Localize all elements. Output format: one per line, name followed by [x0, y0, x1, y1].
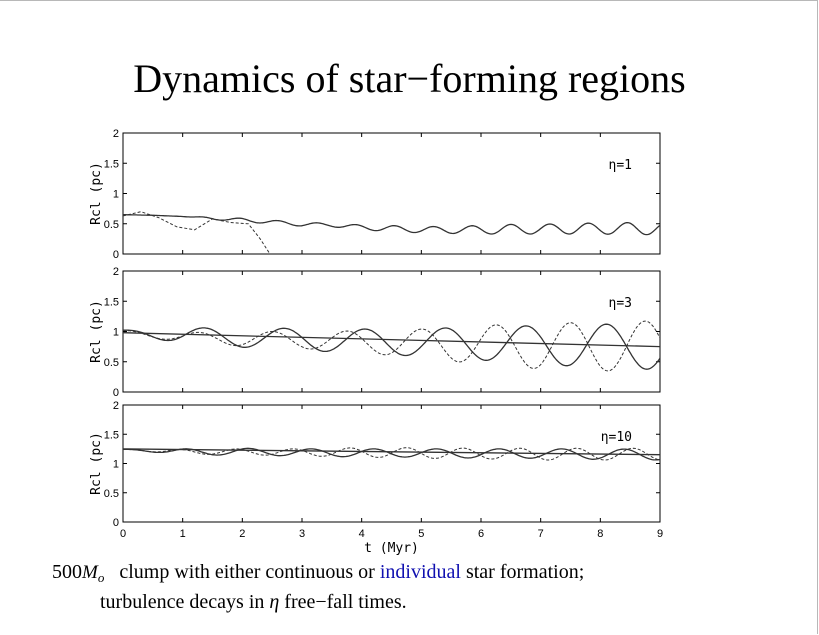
- caption-line-1: 500Mo clump with either continuous or in…: [52, 561, 584, 586]
- series-line-solid-1: [123, 332, 660, 348]
- panel-label: η=3: [609, 296, 632, 311]
- panel-label: η=10: [601, 430, 632, 445]
- x-tick-label: 7: [538, 528, 544, 540]
- mass-value: 500: [52, 561, 82, 583]
- caption-text-a: clump with either continuous or: [119, 561, 375, 583]
- y-tick-label: 0: [113, 517, 119, 529]
- slide-title: Dynamics of star−forming regions: [133, 56, 686, 101]
- y-tick-label: 2: [113, 128, 119, 140]
- x-tick-label: 6: [478, 528, 484, 540]
- y-tick-label: 0.5: [104, 219, 119, 231]
- y-tick-label: 1: [113, 189, 119, 201]
- x-tick-label: 5: [418, 528, 424, 540]
- series-line-dashed-2: [123, 211, 270, 254]
- x-tick-label: 2: [239, 528, 245, 540]
- y-tick-label: 1: [113, 327, 119, 339]
- y-tick-label: 1.5: [104, 158, 119, 170]
- series-line-dashed-3: [123, 320, 660, 372]
- y-tick-label: 0: [113, 249, 119, 261]
- caption-line-2: turbulence decays in η free−fall times.: [100, 591, 407, 614]
- y-tick-label: 1.5: [104, 429, 119, 441]
- panel-label: η=1: [609, 158, 632, 173]
- y-axis-label: Rcl (pc): [89, 162, 104, 225]
- panel-frame: [122, 404, 661, 523]
- x-tick-label: 4: [359, 528, 365, 540]
- mass-subscript: o: [97, 570, 105, 585]
- caption-text-c: turbulence decays in: [100, 591, 265, 613]
- eta-symbol: η: [269, 591, 280, 613]
- y-axis-label: Rcl (pc): [89, 432, 104, 495]
- y-tick-label: 2: [113, 400, 119, 412]
- y-tick-label: 0.5: [104, 488, 119, 500]
- panel-3: 0 0.5 1 1.5 2 0 1 2 3 4 5 6 7 8 9 Rcl (pc) t (Myr) η=10: [89, 400, 663, 556]
- x-tick-label: 1: [180, 528, 186, 540]
- x-tick-label: 0: [120, 528, 126, 540]
- series-line-solid-2: [123, 323, 660, 370]
- y-tick-label: 2: [113, 266, 119, 278]
- y-tick-label: 0.5: [104, 357, 119, 369]
- caption-text-d: free−fall times.: [284, 591, 407, 613]
- y-tick-label: 1.5: [104, 296, 119, 308]
- panel-frame: [122, 132, 661, 255]
- panel-2: 0 0.5 1 1.5 2 Rcl (pc) η=3: [89, 266, 661, 399]
- mass-symbol: M: [82, 562, 98, 583]
- y-axis-label: Rcl (pc): [89, 300, 104, 363]
- x-tick-label: 8: [597, 528, 603, 540]
- y-tick-label: 0: [113, 387, 119, 399]
- x-axis-label: t (Myr): [364, 541, 419, 556]
- caption-text-b: star formation;: [465, 561, 585, 583]
- panel-frame: [122, 270, 661, 393]
- panel-1: 0 0.5 1 1.5 2 Rcl (pc) η=1: [89, 128, 661, 261]
- caption-highlight: individual: [379, 561, 461, 583]
- series-line-solid-1: [123, 448, 660, 456]
- y-tick-label: 1: [113, 459, 119, 471]
- x-tick-label: 3: [299, 528, 305, 540]
- x-tick-label: 9: [657, 528, 663, 540]
- series-line-solid-2: [123, 447, 660, 461]
- series-line-dashed-3: [123, 447, 660, 461]
